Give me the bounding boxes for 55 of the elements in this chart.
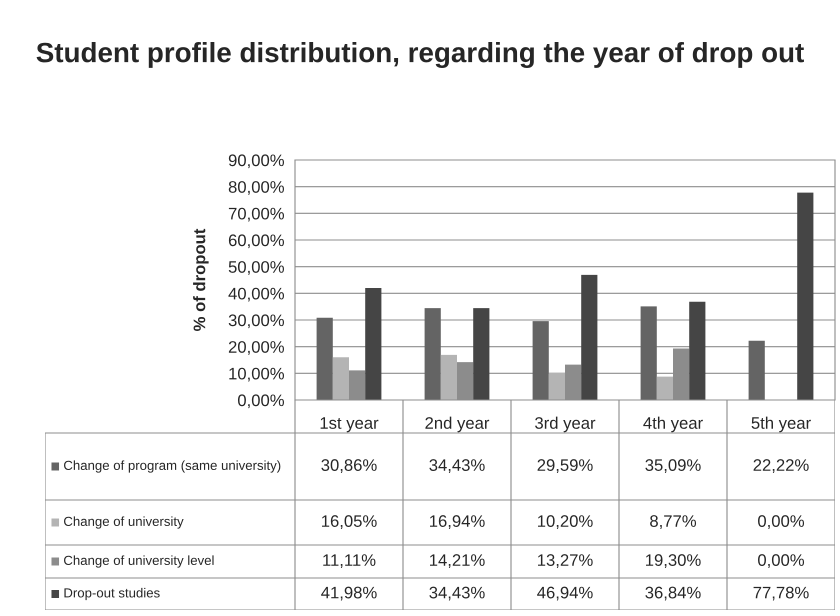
data-label: 19,30% (646, 554, 701, 568)
bar (656, 376, 673, 400)
y-tick-label: 20,00% (228, 341, 284, 355)
legend-label: Change of university (64, 516, 184, 529)
data-label: 22,22% (754, 459, 809, 473)
legend-label: Drop-out studies (64, 588, 160, 600)
data-label: 46,94% (537, 586, 593, 600)
bar (548, 372, 565, 400)
data-label: 0,00% (758, 515, 804, 529)
bar (748, 340, 765, 400)
data-label: 10,20% (538, 515, 593, 529)
y-tick-label: 30,00% (228, 314, 284, 328)
bar (532, 321, 549, 400)
bar (797, 192, 814, 400)
data-label: 41,98% (321, 586, 377, 600)
y-axis-title: % of dropout (193, 228, 209, 331)
y-tick-label: 60,00% (228, 234, 284, 248)
y-tick-label: 70,00% (228, 208, 284, 222)
x-tick-label: 4th year (643, 416, 703, 432)
data-label: 13,27% (538, 554, 593, 568)
data-label: 16,05% (322, 515, 377, 529)
bar (689, 302, 706, 400)
y-tick-label: 50,00% (228, 261, 284, 275)
bar (424, 308, 441, 400)
data-label: 0,00% (758, 554, 804, 568)
y-tick-label: 40,00% (228, 288, 284, 302)
bar (365, 288, 382, 400)
data-label: 30,86% (321, 459, 377, 473)
bar (473, 308, 490, 400)
data-label: 8,77% (650, 515, 696, 529)
data-label: 16,94% (430, 515, 485, 529)
data-label: 36,84% (645, 586, 701, 600)
y-tick-label: 90,00% (228, 154, 284, 168)
data-label: 35,09% (645, 459, 701, 473)
x-tick-label: 2nd year (425, 416, 490, 432)
data-label: 11,11% (323, 554, 376, 568)
chart-title: Student profile distribution, regarding the year of drop out (36, 42, 804, 68)
y-tick-label: 0,00% (238, 394, 284, 408)
bar (332, 357, 349, 400)
x-tick-label: 5th year (752, 416, 811, 432)
data-label: 14,21% (430, 554, 485, 568)
y-tick-label: 80,00% (228, 181, 284, 195)
x-tick-label: 1st year (320, 417, 378, 432)
legend-label: Change of program (same university) (64, 460, 280, 473)
bar (581, 274, 598, 400)
bar (316, 318, 333, 400)
x-tick-label: 3rd year (535, 416, 596, 432)
y-tick-label: 10,00% (229, 368, 284, 382)
data-label: 34,43% (429, 459, 485, 473)
data-label: 34,43% (429, 586, 485, 600)
data-label: 29,59% (538, 459, 593, 473)
data-label: 77,78% (754, 586, 809, 600)
bar (640, 306, 657, 400)
legend-label: Change of university level (64, 555, 214, 568)
bar (440, 354, 457, 400)
